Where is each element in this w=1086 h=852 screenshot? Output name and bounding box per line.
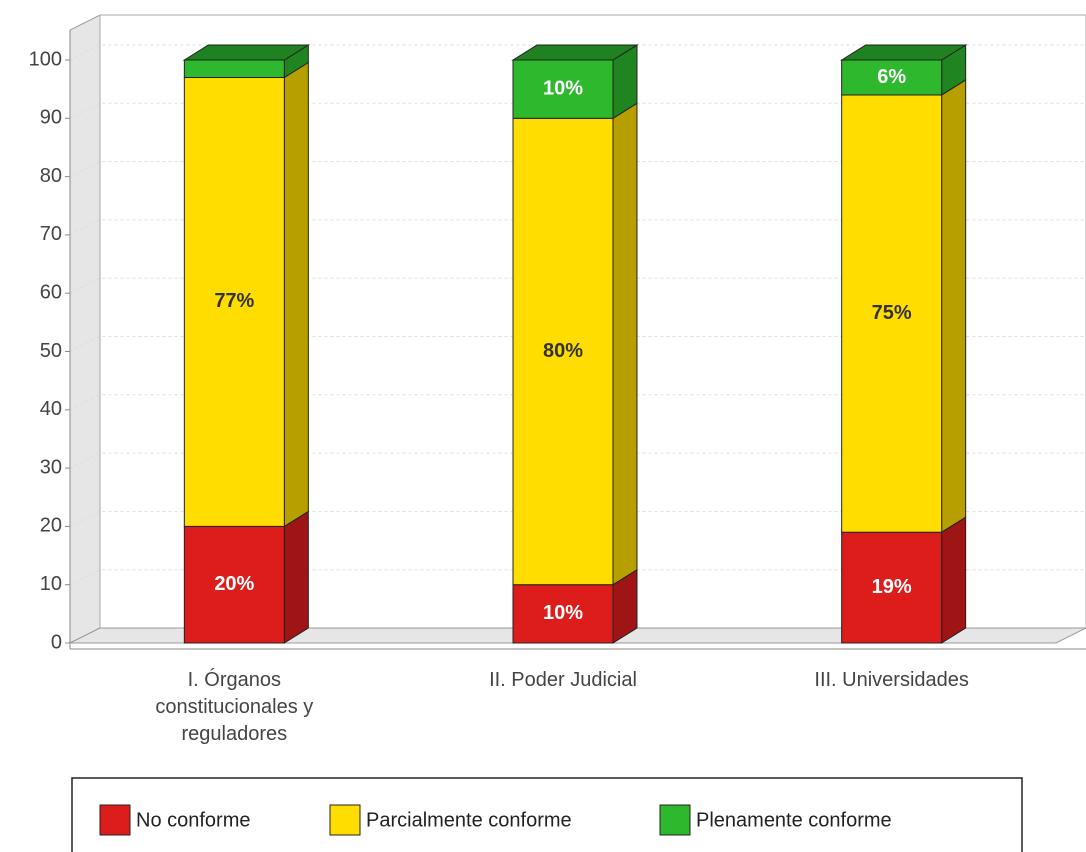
data-label: 75%	[872, 302, 912, 324]
grid-line	[69, 277, 1086, 294]
legend-label: Parcialmente conforme	[366, 809, 572, 831]
grid-line	[69, 44, 1086, 61]
y-tick-label: 100	[29, 48, 62, 70]
bar	[841, 94, 943, 533]
legend-swatch	[659, 804, 691, 836]
grid-line	[69, 102, 1086, 119]
bar-top	[839, 44, 968, 61]
bar-side	[941, 516, 967, 644]
x-tick-label: III. Universidades	[814, 669, 969, 691]
bar-side	[283, 510, 309, 644]
legend-label: Plenamente conforme	[696, 809, 892, 831]
grid-line	[69, 510, 1086, 527]
grid-line	[69, 569, 1086, 586]
bar	[512, 59, 614, 119]
bar-top	[511, 44, 639, 61]
data-label: 80%	[543, 340, 583, 362]
y-tick-label: 70	[40, 223, 62, 245]
grid-line	[69, 161, 1086, 178]
left-wall	[69, 14, 101, 644]
data-label: 10%	[543, 602, 583, 624]
y-tick-label: 60	[40, 281, 62, 303]
bar	[512, 117, 614, 586]
data-label: 6%	[877, 66, 906, 88]
legend-swatch	[329, 804, 361, 836]
y-tick-label: 40	[40, 398, 62, 420]
bar	[512, 584, 614, 644]
y-tick-label: 0	[51, 631, 62, 653]
bar	[183, 525, 285, 644]
data-label: 20%	[214, 573, 254, 595]
bar	[183, 59, 285, 78]
data-label: 77%	[214, 290, 254, 312]
legend-swatch	[99, 804, 131, 836]
y-tick-label: 20	[40, 515, 62, 537]
bar-top	[182, 44, 311, 61]
bar-side	[941, 79, 967, 534]
x-tick-label: II. Poder Judicial	[489, 669, 637, 691]
bar	[841, 531, 943, 644]
grid-line	[69, 336, 1086, 352]
data-label: 19%	[872, 576, 912, 598]
x-tick-label: I. Órganos constitucionales y reguladore…	[155, 669, 314, 745]
y-tick-label: 80	[40, 165, 62, 187]
bar	[841, 59, 943, 96]
grid-line	[69, 219, 1086, 236]
legend-label: No conforme	[136, 809, 251, 831]
bar	[183, 76, 285, 527]
y-tick-label: 90	[40, 107, 62, 129]
bar-side	[283, 61, 309, 528]
y-tick-label: 10	[40, 573, 62, 595]
data-label: 10%	[543, 77, 583, 99]
y-tick-label: 50	[40, 340, 62, 362]
grid-line	[69, 394, 1086, 411]
grid-line	[69, 452, 1086, 469]
bar-side	[612, 102, 638, 586]
legend-box	[71, 777, 1023, 852]
y-tick-label: 30	[40, 456, 62, 478]
